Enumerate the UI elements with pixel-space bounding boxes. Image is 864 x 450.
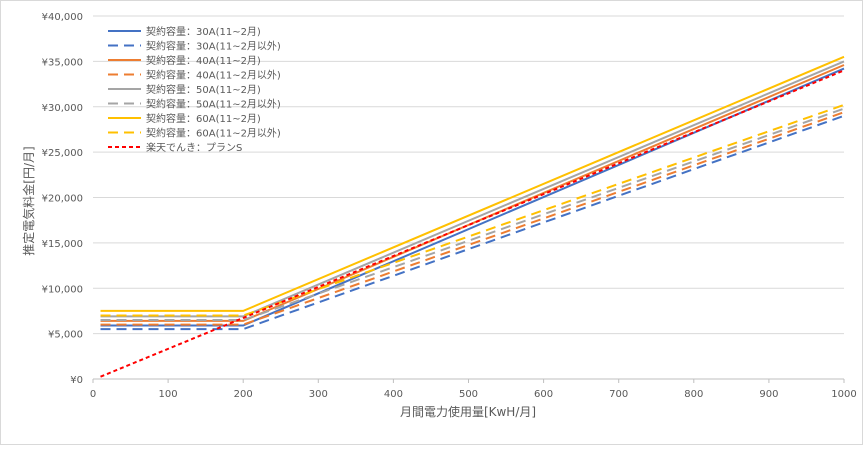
y-tick-label: ¥20,000 xyxy=(42,194,83,205)
series-line-7 xyxy=(100,55,845,312)
y-tick-label: ¥0 xyxy=(70,375,83,386)
y-tick-label: ¥35,000 xyxy=(42,57,83,68)
y-tick-label: ¥25,000 xyxy=(42,148,83,159)
series-line-5 xyxy=(100,60,845,318)
legend-label: 契約容量：30A(11~2月) xyxy=(146,25,261,38)
x-tick-label: 300 xyxy=(309,389,328,400)
x-axis-label: 月間電力使用量[KwH/月] xyxy=(400,404,536,419)
legend-label: 契約容量：40A(11~2月以外) xyxy=(146,69,281,82)
series-line-4 xyxy=(100,111,845,326)
y-tick-label: ¥30,000 xyxy=(42,103,83,114)
grid-lines xyxy=(93,15,844,380)
legend-label: 楽天でんき：プランS xyxy=(146,141,242,154)
x-tick-label: 900 xyxy=(759,389,778,400)
legend-label: 契約容量：60A(11~2月) xyxy=(146,112,261,125)
x-axis xyxy=(92,378,845,383)
series-line-3 xyxy=(100,64,845,322)
x-tick-label: 800 xyxy=(684,389,703,400)
y-axis-label: 推定電気料金[円/月] xyxy=(21,146,36,255)
x-tick-label: 600 xyxy=(534,389,553,400)
x-tick-label: 500 xyxy=(459,389,478,400)
x-tick-label: 400 xyxy=(384,389,403,400)
series-line-6 xyxy=(100,107,845,321)
legend-label: 契約容量：40A(11~2月) xyxy=(146,54,261,67)
series-lines xyxy=(100,55,845,378)
x-tick-label: 200 xyxy=(234,389,253,400)
legend-label: 契約容量：50A(11~2月) xyxy=(146,83,261,96)
x-tick-label: 100 xyxy=(159,389,178,400)
x-axis-tick-labels: 0 100 200 300 400 500 600 700 800 900 1000 xyxy=(90,389,857,400)
legend-label: 契約容量：50A(11~2月以外) xyxy=(146,98,281,111)
y-tick-label: ¥5,000 xyxy=(48,330,83,341)
y-tick-label: ¥40,000 xyxy=(42,12,83,23)
series-line-8 xyxy=(100,103,845,317)
series-line-2 xyxy=(100,114,845,331)
x-tick-label: 1000 xyxy=(831,389,856,400)
x-tick-label: 0 xyxy=(90,389,96,400)
series-line-1 xyxy=(100,67,845,327)
legend-label: 契約容量：30A(11~2月以外) xyxy=(146,40,281,53)
y-axis-tick-labels: ¥0 ¥5,000 ¥10,000 ¥15,000 ¥20,000 ¥25,000 ¥30,… xyxy=(42,12,83,386)
legend: 契約容量：30A(11~2月)契約容量：30A(11~2月以外)契約容量：40A… xyxy=(108,25,281,154)
legend-label: 契約容量：60A(11~2月以外) xyxy=(146,127,281,140)
x-tick-label: 700 xyxy=(609,389,628,400)
series-line-9 xyxy=(100,69,845,378)
y-tick-label: ¥15,000 xyxy=(42,239,83,250)
y-tick-label: ¥10,000 xyxy=(42,284,83,295)
